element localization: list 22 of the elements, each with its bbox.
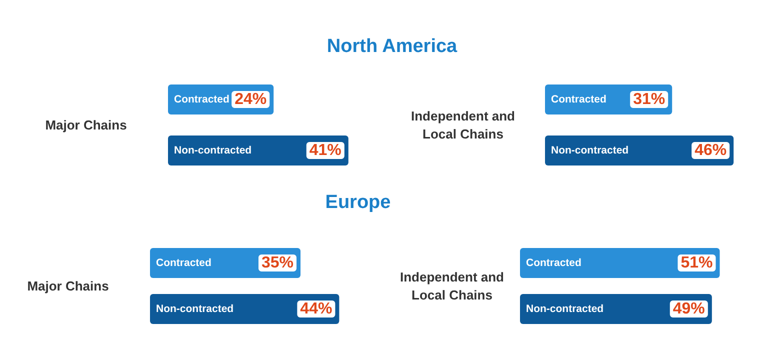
y-tick-label: Non-contracted	[551, 144, 629, 156]
y-tick-label: Contracted	[551, 94, 606, 106]
data-label: 46%	[694, 142, 727, 159]
data-label: 24%	[234, 91, 267, 108]
y-tick-label: Contracted	[526, 257, 582, 269]
data-label: 35%	[261, 254, 294, 272]
y-axis-title: Major Chains	[45, 118, 127, 132]
data-label: 44%	[300, 300, 332, 318]
chart-title: Europe	[324, 192, 392, 214]
y-tick-label: Non-contracted	[156, 303, 234, 315]
y-tick-label: Contracted	[174, 94, 230, 106]
data-label: 51%	[680, 254, 713, 272]
y-tick-label: Non-contracted	[174, 144, 252, 156]
data-label: 49%	[672, 300, 705, 318]
y-axis-title: Independent and Local Chains	[411, 108, 516, 142]
y-axis-title: Major Chains	[27, 278, 109, 294]
y-tick-label: Non-contracted	[526, 303, 604, 315]
data-label: 41%	[309, 142, 342, 159]
y-tick-label: Contracted	[156, 257, 212, 269]
text: North America	[326, 36, 458, 58]
y-axis-title: Independent and Local Chains	[400, 270, 504, 302]
data-label: 31%	[633, 91, 666, 108]
